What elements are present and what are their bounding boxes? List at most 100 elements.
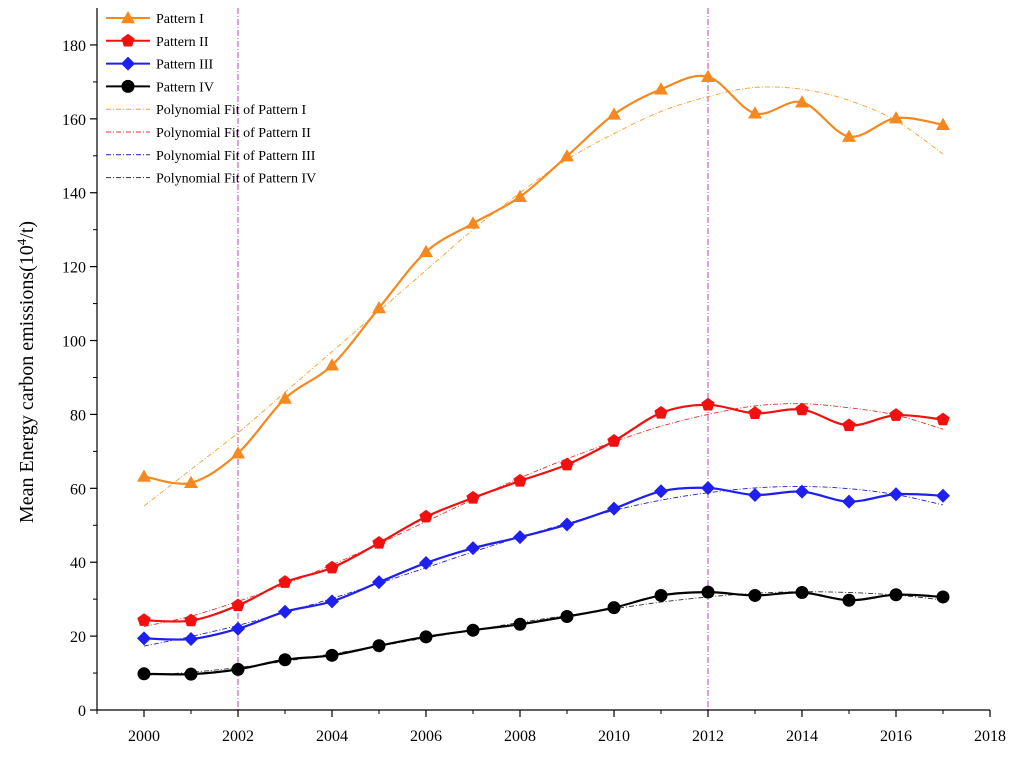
point-s2-2017 (936, 412, 950, 426)
point-s2-2016 (889, 408, 903, 421)
point-s3-2017 (936, 488, 950, 503)
point-s2-2001 (184, 613, 198, 627)
point-s4-2014 (795, 586, 809, 600)
y-axis-title-prefix: Mean Energy carbon emissions(10 (16, 245, 38, 523)
point-s3-2010 (607, 501, 621, 516)
y-tick-label-60: 60 (70, 481, 86, 498)
point-s3-2007 (466, 541, 480, 556)
legend-marker-4 (121, 79, 135, 93)
point-s3-2002 (231, 621, 245, 636)
point-s2-2006 (419, 509, 433, 523)
legend-marker-3 (121, 56, 135, 71)
x-tick-label-2006: 2006 (410, 728, 442, 745)
point-s2-2015 (842, 418, 856, 432)
fit-line-4 (143, 591, 944, 676)
point-s4-2009 (560, 610, 574, 624)
point-s4-2011 (654, 588, 668, 602)
x-tick-label-2008: 2008 (504, 728, 536, 745)
point-s1-2014 (795, 95, 809, 108)
point-s4-2005 (372, 639, 386, 653)
point-s2-2007 (466, 490, 480, 504)
x-tick-label-2002: 2002 (222, 728, 254, 745)
point-s4-2017 (936, 590, 950, 604)
point-s4-2007 (466, 623, 480, 637)
y-axis-title-suffix: /t) (16, 221, 38, 239)
y-axis-title: Mean Energy carbon emissions(104/t) (14, 221, 38, 523)
x-tick-label-2012: 2012 (692, 728, 724, 745)
y-axis-title-superscript: 4 (14, 238, 29, 245)
point-s2-2011 (654, 405, 668, 419)
x-tick-label-2010: 2010 (598, 728, 630, 745)
point-s4-2003 (278, 653, 292, 667)
point-s3-2012 (701, 480, 715, 495)
point-s2-2014 (795, 402, 809, 416)
y-tick-label-100: 100 (62, 334, 86, 351)
point-s3-2014 (795, 484, 809, 499)
point-s1-2013 (748, 106, 762, 119)
x-tick-label-2014: 2014 (786, 728, 818, 745)
y-tick-label-80: 80 (70, 407, 86, 424)
point-s4-2013 (748, 588, 762, 602)
point-s1-2006 (419, 244, 433, 258)
point-s1-2016 (889, 111, 903, 124)
point-s4-2001 (184, 667, 198, 681)
point-s3-2008 (513, 530, 527, 545)
fit-line-3 (143, 486, 944, 647)
y-tick-label-180: 180 (62, 38, 86, 55)
point-s2-2004 (325, 560, 339, 574)
y-tick-label-0: 0 (78, 703, 86, 720)
point-s3-2001 (184, 632, 198, 647)
point-s1-2007 (466, 216, 480, 229)
point-s2-2003 (278, 575, 292, 588)
point-s3-2016 (889, 487, 903, 502)
point-s2-2010 (607, 434, 621, 447)
point-s3-2006 (419, 555, 433, 570)
point-s2-2008 (513, 473, 527, 487)
point-s4-2012 (701, 585, 715, 599)
point-s3-2011 (654, 484, 668, 499)
fit-line-1 (143, 86, 944, 507)
legend-fit-label-4: Polynomial Fit of Pattern IV (156, 172, 316, 187)
point-s1-2015 (842, 129, 856, 142)
point-s3-2013 (748, 487, 762, 502)
point-s1-2004 (325, 358, 339, 371)
point-s4-2002 (231, 662, 245, 676)
legend-label-2: Pattern II (156, 35, 209, 50)
legend-fit-label-1: Polynomial Fit of Pattern I (156, 103, 306, 118)
x-tick-label-2016: 2016 (880, 728, 912, 745)
legend-fit-label-3: Polynomial Fit of Pattern III (156, 149, 316, 164)
point-s4-2006 (419, 630, 433, 644)
series-line-3 (143, 486, 944, 641)
point-s1-2012 (701, 69, 715, 82)
legend-marker-1 (121, 11, 135, 24)
point-s1-2003 (278, 391, 292, 404)
point-s1-2011 (654, 82, 668, 95)
series-line-4 (143, 591, 944, 676)
point-s1-2005 (372, 301, 386, 314)
point-s2-2009 (560, 457, 574, 471)
point-s1-2010 (607, 107, 621, 120)
legend-marker-2 (121, 33, 135, 47)
point-s3-2004 (325, 594, 339, 609)
point-s3-2000 (137, 631, 151, 646)
legend-label-3: Pattern III (156, 58, 213, 73)
point-s1-2002 (231, 446, 245, 459)
y-tick-label-120: 120 (62, 260, 86, 277)
point-s4-2015 (842, 593, 856, 607)
point-s2-2005 (372, 536, 386, 549)
series-line-2 (143, 403, 944, 623)
point-s3-2015 (842, 494, 856, 509)
y-tick-label-140: 140 (62, 186, 86, 203)
point-s1-2008 (513, 189, 527, 203)
x-tick-label-2018: 2018 (974, 728, 1006, 745)
point-s2-2013 (748, 406, 762, 419)
point-s4-2004 (325, 648, 339, 662)
legend-label-4: Pattern IV (156, 80, 214, 95)
y-tick-label-160: 160 (62, 112, 86, 129)
point-s4-2010 (607, 601, 621, 615)
point-s4-2000 (137, 667, 151, 681)
y-tick-label-40: 40 (70, 555, 86, 572)
point-s4-2008 (513, 617, 527, 631)
